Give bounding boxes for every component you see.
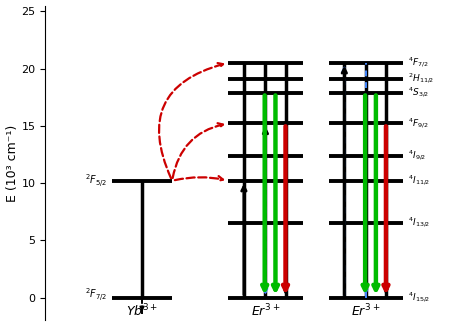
Text: $^4I_{9/2}$: $^4I_{9/2}$ xyxy=(408,148,427,163)
Text: $^4I_{15/2}$: $^4I_{15/2}$ xyxy=(408,290,430,304)
Text: $Yb^{3+}$: $Yb^{3+}$ xyxy=(126,303,158,319)
Text: $Er^{3+}$: $Er^{3+}$ xyxy=(351,303,381,319)
Text: $^4S_{3/2}$: $^4S_{3/2}$ xyxy=(408,85,429,100)
Text: $Er^{3+}$: $Er^{3+}$ xyxy=(251,303,280,319)
Text: $^4F_{9/2}$: $^4F_{9/2}$ xyxy=(408,116,429,131)
Text: $^4F_{7/2}$: $^4F_{7/2}$ xyxy=(408,56,429,70)
Text: $^4I_{11/2}$: $^4I_{11/2}$ xyxy=(408,174,430,188)
Text: $^4I_{13/2}$: $^4I_{13/2}$ xyxy=(408,216,430,230)
Text: $^2F_{7/2}$: $^2F_{7/2}$ xyxy=(84,286,107,303)
Text: $^2F_{5/2}$: $^2F_{5/2}$ xyxy=(84,172,107,189)
Y-axis label: E (10³ cm⁻¹): E (10³ cm⁻¹) xyxy=(6,125,18,201)
Text: $^2H_{11/2}$: $^2H_{11/2}$ xyxy=(408,72,435,86)
